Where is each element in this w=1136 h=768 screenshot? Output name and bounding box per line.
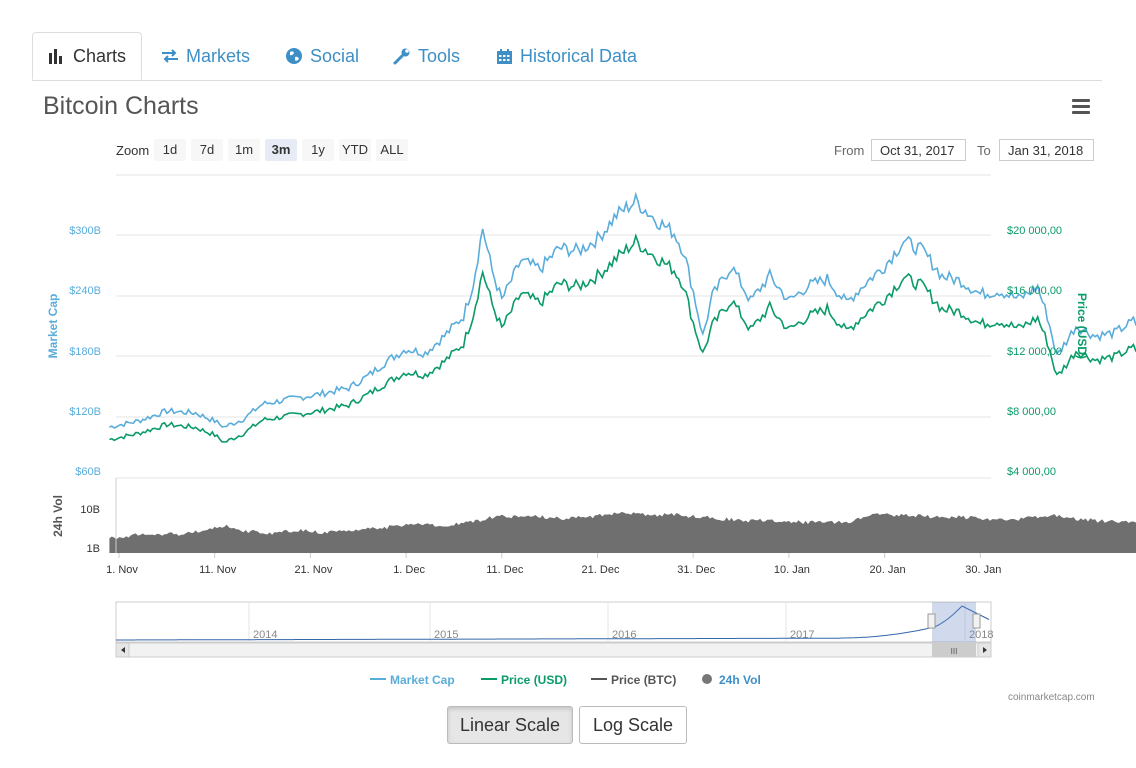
exchange-arrows-icon xyxy=(160,46,180,66)
left-axis-tick-label: $60B xyxy=(75,466,101,478)
from-date-input[interactable]: Oct 31, 2017 xyxy=(871,139,966,161)
navigator-handle-left xyxy=(927,613,936,629)
credit-link[interactable]: coinmarketcap.com xyxy=(1008,692,1095,703)
right-axis-title: Price (USD) xyxy=(1075,293,1089,359)
scroll-left-button xyxy=(115,642,130,658)
chart-tabs: Charts Markets Social Tools Historical D… xyxy=(32,32,1102,81)
page-title: Bitcoin Charts xyxy=(43,92,199,120)
chart-legend: Market Cap Price (USD) Price (BTC) 24h Vol xyxy=(370,673,761,687)
market-cap-line xyxy=(109,191,1136,429)
tab-markets[interactable]: Markets xyxy=(160,32,250,80)
navigator-year-label: 2018 xyxy=(969,629,993,641)
x-axis-tick-label: 11. Dec xyxy=(486,564,524,576)
navigator-selection xyxy=(932,602,976,642)
log-scale-button[interactable]: Log Scale xyxy=(579,706,687,744)
scrollbar-grip-icon: III xyxy=(951,647,958,656)
tab-charts-label: Charts xyxy=(72,45,126,66)
legend-item-label: Price (USD) xyxy=(501,673,567,687)
zoom-3m-button[interactable]: 3m xyxy=(265,139,297,161)
linear-scale-button[interactable]: Linear Scale xyxy=(447,706,573,744)
right-axis-tick-label: $8 000,00 xyxy=(1007,406,1056,418)
x-axis-tick-label: 1. Nov xyxy=(106,564,138,576)
legend-item-label: 24h Vol xyxy=(719,673,761,687)
navigator-year-label: 2017 xyxy=(790,629,814,641)
chart-menu-button[interactable] xyxy=(1072,99,1090,115)
legend-marker-dot xyxy=(702,674,712,684)
right-axis-tick-label: $4 000,00 xyxy=(1007,466,1056,478)
globe-icon xyxy=(284,46,304,66)
navigator-year-label: 2014 xyxy=(253,629,277,641)
right-axis-tick-label: $20 000,00 xyxy=(1007,225,1062,237)
from-label: From xyxy=(834,143,865,158)
navigator-scrollbar-track xyxy=(115,642,992,658)
x-axis-tick-label: 21. Dec xyxy=(582,564,620,576)
zoom-7d-button[interactable]: 7d xyxy=(191,139,223,161)
price-usd-line xyxy=(109,233,1136,443)
x-axis-tick-label: 11. Nov xyxy=(199,564,237,576)
navigator-series-line xyxy=(116,605,990,641)
left-axis-tick-label: $240B xyxy=(69,285,101,297)
to-date-input[interactable]: Jan 31, 2018 xyxy=(999,139,1094,161)
tab-historical-data[interactable]: Historical Data xyxy=(494,32,637,80)
tab-markets-label: Markets xyxy=(186,45,251,66)
x-axis-tick-label: 21. Nov xyxy=(294,564,332,576)
left-axis-tick-label: $180B xyxy=(69,346,101,358)
zoom-1y-button[interactable]: 1y xyxy=(302,139,334,161)
x-axis-tick-label: 10. Jan xyxy=(774,564,810,576)
calendar-icon xyxy=(494,46,514,66)
tab-social[interactable]: Social xyxy=(284,32,359,80)
legend-item-label: Price (BTC) xyxy=(611,673,676,687)
zoom-all-button[interactable]: ALL xyxy=(376,139,408,161)
x-axis-tick-label: 20. Jan xyxy=(870,564,906,576)
navigator-year-label: 2016 xyxy=(612,629,636,641)
legend-item-label: Market Cap xyxy=(390,673,455,687)
left-axis-tick-label: $120B xyxy=(69,406,101,418)
navigator-handle-right xyxy=(972,613,981,629)
navigator-scrollbar-thumb xyxy=(932,643,976,657)
chart-grid xyxy=(116,174,991,479)
x-axis-tick-label: 31. Dec xyxy=(677,564,715,576)
volume-axis-tick-label: 10B xyxy=(80,504,100,516)
wrench-icon xyxy=(392,46,412,66)
tab-historical-data-label: Historical Data xyxy=(520,45,638,66)
bar-chart-icon xyxy=(48,46,67,66)
tab-charts[interactable]: Charts xyxy=(32,32,142,80)
tab-tools[interactable]: Tools xyxy=(392,32,460,80)
tab-social-label: Social xyxy=(310,45,360,66)
right-axis-tick-label: $16 000,00 xyxy=(1007,285,1062,297)
hamburger-icon xyxy=(1072,99,1090,102)
scroll-left-icon xyxy=(121,647,125,653)
x-axis-tick-label: 30. Jan xyxy=(965,564,1001,576)
volume-area xyxy=(109,512,1136,553)
volume-axis-title: 24h Vol xyxy=(51,495,65,537)
volume-series xyxy=(109,512,1136,553)
zoom-1m-button[interactable]: 1m xyxy=(228,139,260,161)
x-axis-tick-label: 1. Dec xyxy=(393,564,425,576)
price-series xyxy=(109,191,1136,443)
left-axis-tick-label: $300B xyxy=(69,225,101,237)
zoom-1d-button[interactable]: 1d xyxy=(154,139,186,161)
scroll-right-icon xyxy=(983,647,987,653)
right-axis-tick-label: $12 000,00 xyxy=(1007,346,1062,358)
volume-axis-tick-label: 1B xyxy=(87,543,100,555)
tab-tools-label: Tools xyxy=(418,45,461,66)
scroll-right-button xyxy=(977,642,992,658)
zoom-ytd-button[interactable]: YTD xyxy=(339,139,371,161)
hamburger-icon-bar xyxy=(1072,111,1090,114)
left-axis-title: Market Cap xyxy=(46,294,60,359)
navigator-frame xyxy=(115,601,992,643)
navigator-year-label: 2015 xyxy=(434,629,458,641)
hamburger-icon-bar xyxy=(1072,105,1090,108)
to-label: To xyxy=(977,143,991,158)
navigator[interactable]: 2014 2015 2016 2017 2018 III xyxy=(115,601,993,658)
zoom-label: Zoom xyxy=(116,143,150,158)
chart-axes: $60B $120B $180B $240B $300B $4 000,00 $8 000,… xyxy=(46,225,1089,576)
